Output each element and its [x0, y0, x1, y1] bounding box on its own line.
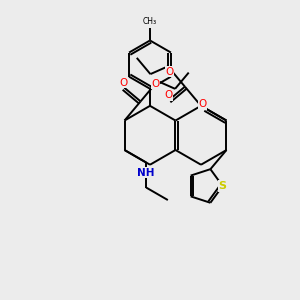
Text: CH₃: CH₃	[143, 17, 157, 26]
Text: NH: NH	[137, 168, 154, 178]
Text: S: S	[219, 181, 226, 191]
Text: O: O	[164, 90, 173, 100]
Text: O: O	[199, 99, 207, 109]
Text: O: O	[152, 79, 160, 89]
Text: O: O	[119, 77, 127, 88]
Text: O: O	[166, 67, 174, 77]
